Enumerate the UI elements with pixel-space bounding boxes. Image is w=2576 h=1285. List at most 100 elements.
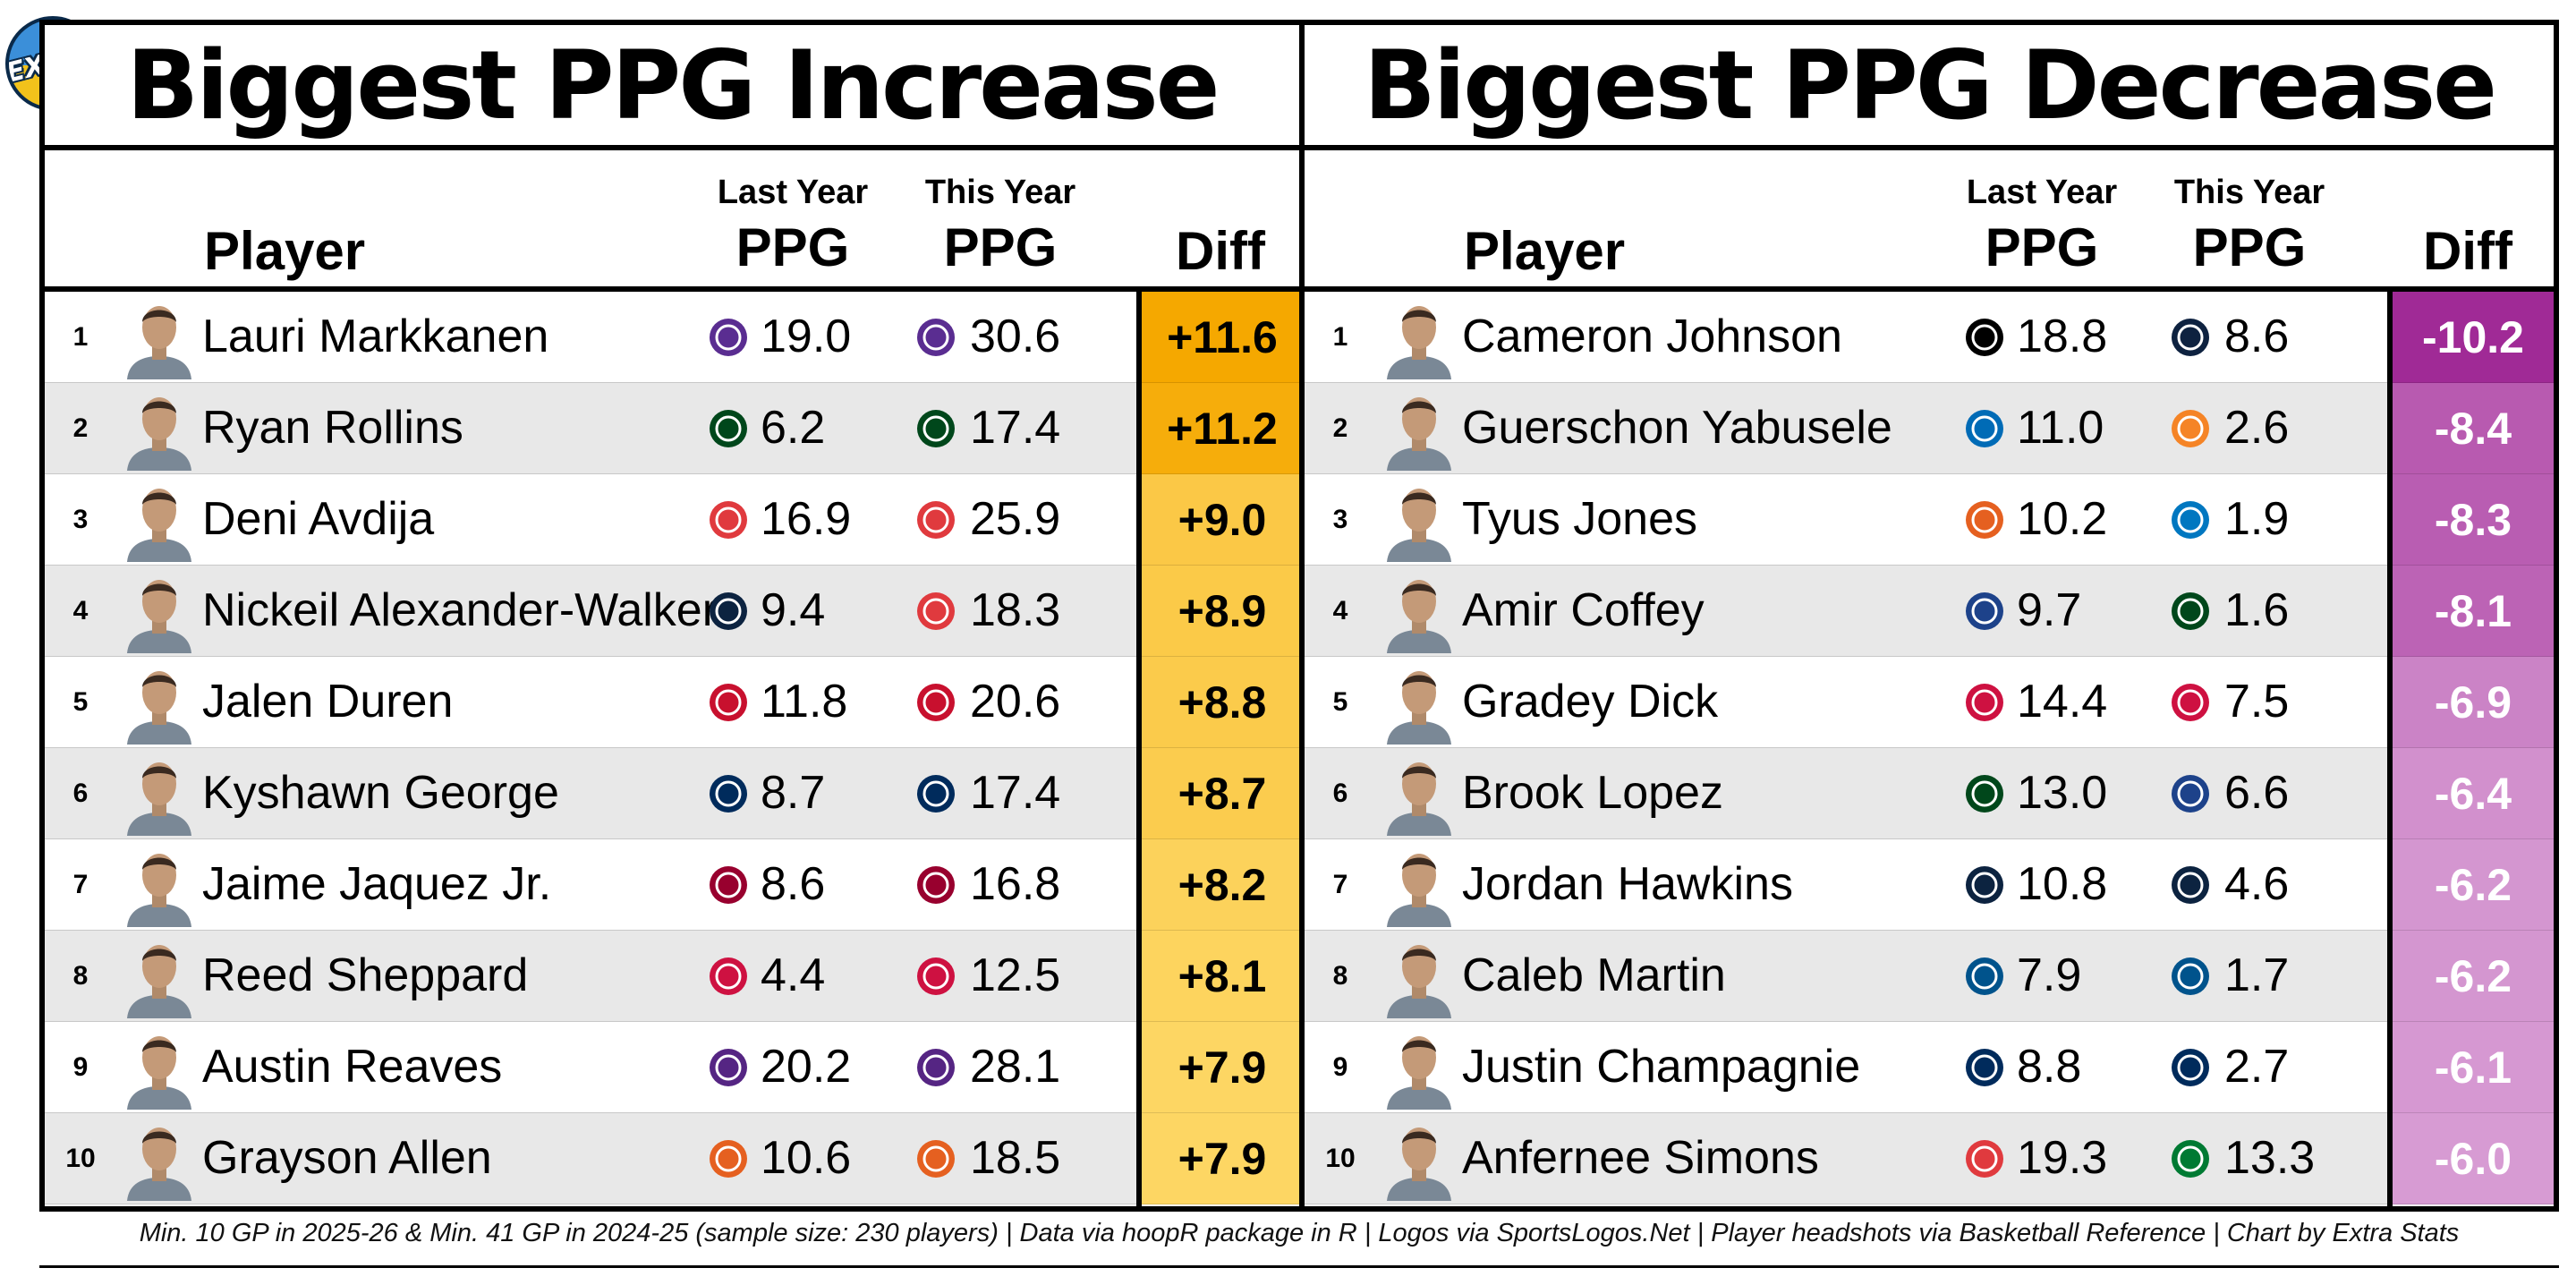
pelicans-logo	[1966, 866, 2003, 904]
rank-label: 8	[1332, 961, 1348, 991]
rockets-logo	[917, 957, 955, 995]
player-headshot	[1378, 934, 1460, 1018]
last-year-ppg: 10.2	[2017, 493, 2108, 545]
diff-cell: -6.4	[2393, 748, 2554, 839]
diff-cell: -6.2	[2393, 931, 2554, 1022]
diff-cell: +11.6	[1142, 292, 1303, 383]
diff-cell: +8.8	[1142, 657, 1303, 748]
player-headshot	[118, 387, 200, 471]
player-headshot	[118, 1117, 200, 1201]
pistons-logo	[710, 684, 747, 721]
increase-last-year-header: Last Year	[717, 174, 869, 211]
decrease-this-ppg-header: PPG	[2192, 217, 2307, 277]
bucks-logo	[917, 410, 955, 447]
rank-label: 2	[1332, 413, 1348, 443]
table-row: 8 Caleb Martin 7.9 1.7	[1305, 931, 2554, 1022]
this-year-ppg: 25.9	[970, 493, 1061, 545]
table-row: 5 Jalen Duren 11.8 20.6	[45, 657, 1299, 748]
wizards-logo	[2172, 1049, 2209, 1086]
this-year-ppg: 6.6	[2224, 767, 2290, 819]
this-year-ppg: 1.9	[2224, 493, 2290, 545]
rank-label: 5	[1332, 687, 1348, 717]
player-name: Reed Sheppard	[202, 949, 529, 1001]
this-year-ppg: 28.1	[970, 1041, 1061, 1093]
table-row: 7 Jaime Jaquez Jr. 8.6 16.8	[45, 839, 1299, 931]
bucks-logo	[1966, 775, 2003, 813]
this-year-ppg: 13.3	[2224, 1132, 2316, 1184]
footnote: Min. 10 GP in 2025-26 & Min. 41 GP in 20…	[139, 1219, 2460, 1247]
player-headshot	[1378, 1117, 1460, 1201]
heat-logo	[710, 866, 747, 904]
rank-label: 8	[72, 961, 89, 991]
decrease-last-ppg-header: PPG	[1985, 217, 2099, 277]
table-row: 3 Deni Avdija 16.9 25.9	[45, 474, 1299, 566]
diff-column: -10.2 -8.4 -8.3 -8.1 -6.9 -6.4 -6.2 -6.2 -6.1 -6.…	[2387, 292, 2559, 1206]
last-year-ppg: 9.7	[2017, 584, 2082, 636]
diff-cell: +8.9	[1142, 566, 1303, 657]
player-headshot	[1378, 660, 1460, 745]
table-row: 5 Gradey Dick 14.4 7.5	[1305, 657, 2554, 748]
this-year-ppg: 17.4	[970, 767, 1061, 819]
player-headshot	[118, 660, 200, 745]
increase-player-header: Player	[204, 221, 366, 281]
table-row: 8 Reed Sheppard 4.4 12.5	[45, 931, 1299, 1022]
table-row: 1 Lauri Markkanen 19.0 30.6	[45, 292, 1299, 383]
player-headshot	[1378, 478, 1460, 562]
rank-label: 2	[72, 413, 89, 443]
last-year-ppg: 11.8	[761, 676, 848, 728]
last-year-ppg: 19.3	[2017, 1132, 2108, 1184]
player-headshot	[118, 843, 200, 927]
diff-cell: -6.2	[2393, 839, 2554, 931]
player-name: Ryan Rollins	[202, 402, 463, 454]
player-headshot	[118, 934, 200, 1018]
decrease-panel: Biggest PPG Decrease Player Last Year PP…	[1299, 20, 2559, 1212]
player-headshot	[1378, 387, 1460, 471]
decrease-title: Biggest PPG Decrease	[1305, 25, 2554, 150]
rank-label: 1	[72, 322, 89, 352]
raptors-logo	[1966, 684, 2003, 721]
table-row: 6 Kyshawn George 8.7 17.4	[45, 748, 1299, 839]
last-year-ppg: 16.9	[761, 493, 852, 545]
this-year-ppg: 2.7	[2224, 1041, 2290, 1093]
last-year-ppg: 18.8	[2017, 311, 2108, 362]
last-year-ppg: 8.7	[761, 767, 826, 819]
table-row: 10 Grayson Allen 10.6 18.5	[45, 1113, 1299, 1204]
suns-logo	[917, 1140, 955, 1178]
player-headshot	[1378, 752, 1460, 836]
lakers-logo	[917, 1049, 955, 1086]
jazz-logo	[710, 319, 747, 356]
increase-this-year-header: This Year	[924, 174, 1076, 211]
diff-cell: -10.2	[2393, 292, 2554, 383]
mavericks-logo	[2172, 957, 2209, 995]
player-name: Grayson Allen	[202, 1132, 492, 1184]
decrease-this-year-header: This Year	[2173, 174, 2325, 211]
player-name: Amir Coffey	[1462, 584, 1705, 636]
player-name: Justin Champagnie	[1462, 1041, 1861, 1093]
this-year-ppg: 4.6	[2224, 858, 2290, 910]
diff-cell: -6.1	[2393, 1022, 2554, 1113]
diff-cell: -8.4	[2393, 383, 2554, 474]
jazz-logo	[917, 319, 955, 356]
player-headshot	[1378, 1025, 1460, 1110]
table-row: 4 Nickeil Alexander-Walker 9.4 18.3	[45, 566, 1299, 657]
rank-label: 7	[1332, 870, 1348, 899]
celtics-logo	[2172, 1140, 2209, 1178]
rank-label: 7	[72, 870, 89, 899]
lakers-logo	[710, 1049, 747, 1086]
player-name: Jalen Duren	[202, 676, 454, 728]
last-year-ppg: 19.0	[761, 311, 852, 362]
table-row: 2 Guerschon Yabusele 11.0 2.6	[1305, 383, 2554, 474]
increase-diff-header: Diff	[1176, 221, 1265, 281]
bucks-logo	[2172, 592, 2209, 630]
table-row: 1 Cameron Johnson 18.8 8.6	[1305, 292, 2554, 383]
rank-label: 10	[65, 1144, 96, 1173]
this-year-ppg: 16.8	[970, 858, 1061, 910]
suns-logo	[710, 1140, 747, 1178]
player-name: Caleb Martin	[1462, 949, 1726, 1001]
footnote-rule	[39, 1265, 2559, 1268]
last-year-ppg: 11.0	[2017, 402, 2104, 454]
this-year-ppg: 18.5	[970, 1132, 1061, 1184]
hawks-logo	[917, 592, 955, 630]
player-name: Jordan Hawkins	[1462, 858, 1793, 910]
diff-column: +11.6 +11.2 +9.0 +8.9 +8.8 +8.7 +8.2 +8.1 +7.9 +7…	[1136, 292, 1308, 1206]
